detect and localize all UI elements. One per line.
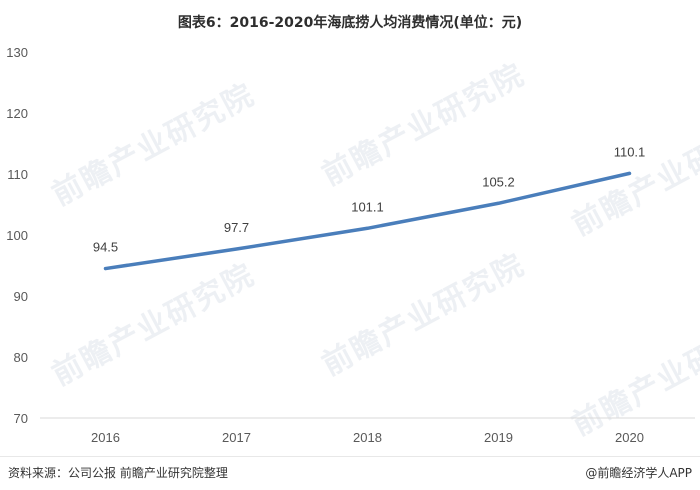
y-tick-label: 130 (6, 45, 28, 60)
data-label: 94.5 (93, 240, 118, 255)
x-tick-label: 2017 (222, 430, 251, 445)
data-label: 110.1 (614, 144, 646, 159)
data-point (628, 171, 631, 175)
data-point (235, 247, 238, 251)
y-tick-label: 70 (14, 411, 28, 426)
y-tick-label: 110 (7, 167, 28, 182)
data-point (104, 267, 107, 271)
chart-title: 图表6：2016-2020年海底捞人均消费情况(单位：元) (177, 15, 523, 31)
y-tick-label: 90 (14, 289, 28, 304)
line-chart: 70 80 90 100 110 120 130 2016 2017 2018 2019 2020 94… (6, 45, 695, 445)
x-tick-label: 2020 (615, 430, 644, 445)
y-tick-label: 120 (6, 106, 28, 121)
data-point (497, 201, 500, 205)
y-tick-label: 100 (6, 228, 28, 243)
footer: 资料来源：公司公报 前瞻产业研究院整理 @前瞻经济学人APP (0, 456, 700, 490)
source-note: 资料来源：公司公报 前瞻产业研究院整理 (8, 466, 228, 480)
brand-credit: @前瞻经济学人APP (585, 466, 692, 480)
x-tick-label: 2019 (484, 430, 513, 445)
x-tick-label: 2018 (353, 430, 382, 445)
data-point (366, 226, 369, 230)
data-label: 97.7 (224, 220, 249, 235)
y-tick-label: 80 (14, 350, 28, 365)
x-tick-label: 2016 (91, 430, 120, 445)
data-label: 105.2 (482, 174, 515, 189)
series-line (103, 171, 632, 271)
data-label: 101.1 (351, 199, 384, 214)
